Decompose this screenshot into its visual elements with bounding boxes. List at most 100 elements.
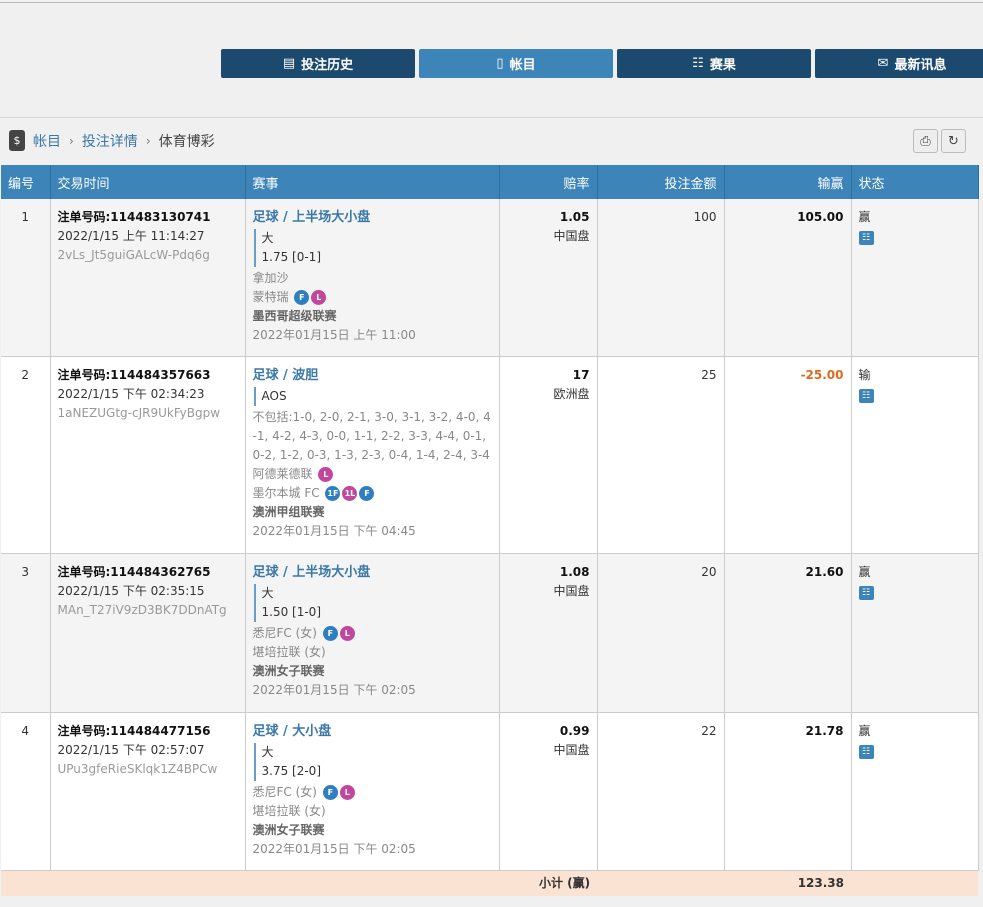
subtotal-value: 123.38 <box>724 870 851 896</box>
event-cell: 足球 / 上半场大小盘大 1.75 [0-1] 拿加沙 蒙特瑞 F L 墨西哥超级联赛 20… <box>245 199 500 357</box>
line: 3.75 [2-0] <box>261 763 322 778</box>
stake: 22 <box>597 712 725 871</box>
badge-f: F <box>322 625 338 641</box>
col-winloss: 输赢 <box>724 165 852 199</box>
tab-label: 赛果 <box>709 58 736 73</box>
table-row: 2 注单号码:114484357663 2022/1/15 下午 02:34:23… <box>1 356 979 554</box>
breadcrumb-statement[interactable]: 帐目 <box>33 133 61 150</box>
chevron-right-icon: › <box>145 133 151 148</box>
tab-news[interactable]: ✉ 最新讯息 <box>815 49 983 78</box>
detail-icon[interactable]: ☷ <box>858 744 874 759</box>
row-no: 2 <box>1 356 51 554</box>
order-id: 注单号码:114483130741 <box>57 210 211 224</box>
team-name: 墨尔本城 FC <box>252 485 320 500</box>
row-no: 3 <box>1 553 51 713</box>
league: 澳洲女子联赛 <box>252 822 325 837</box>
stake: 100 <box>597 199 725 357</box>
order-id: 注单号码:114484477156 <box>57 723 211 738</box>
betslip-icon: ▤ <box>282 56 296 71</box>
exclusions: 不包括:1-0, 2-0, 2-1, 3-0, 3-1, 3-2, 4-0, 4… <box>252 409 491 462</box>
col-status: 状态 <box>851 165 979 199</box>
line: 1.75 [0-1] <box>261 250 322 264</box>
league: 澳洲甲组联赛 <box>252 504 325 519</box>
status: 输 <box>858 367 871 382</box>
badge-l: L <box>339 625 355 641</box>
pick: 大 <box>261 744 274 759</box>
odds-type: 中国盘 <box>553 742 590 757</box>
subtotal-label: 小计 (赢) <box>499 870 724 896</box>
odds-cell: 0.99 中国盘 <box>499 712 598 871</box>
team-name: 悉尼FC (女) <box>252 625 317 640</box>
sport-market[interactable]: 足球 / 上半场大小盘 <box>252 210 371 225</box>
order-id: 注单号码:114484357663 <box>57 367 211 382</box>
table-row: 1 注单号码:114483130741 2022/1/15 上午 11:14:27… <box>1 199 979 357</box>
status: 赢 <box>858 564 871 579</box>
winloss: 21.60 <box>724 553 852 713</box>
dollar-icon: $ <box>9 130 25 151</box>
odds-cell: 1.05 中国盘 <box>499 199 598 357</box>
subtotal-row: 小计 (赢) 123.38 <box>1 870 978 896</box>
sport-market[interactable]: 足球 / 上半场大小盘 <box>252 564 371 580</box>
badge-l: L <box>318 466 334 482</box>
statement-icon: ▯ <box>496 56 504 71</box>
selection: AOS <box>253 386 492 406</box>
refresh-button[interactable]: ↻ <box>941 129 966 153</box>
odds: 1.05 <box>559 210 590 224</box>
badge-l: L <box>339 784 355 800</box>
trans-time: 2022/1/15 上午 11:14:27 <box>57 229 205 243</box>
stake: 25 <box>597 356 725 554</box>
status-cell: 赢 ☷ <box>851 553 979 713</box>
result: -25.00 <box>800 367 844 382</box>
team-name: 悉尼FC (女) <box>252 784 317 799</box>
selection: 大 1.75 [0-1] <box>253 229 492 267</box>
table-row: 4 注单号码:114484477156 2022/1/15 下午 02:57:07… <box>1 712 979 871</box>
trans-time: 2022/1/15 下午 02:35:15 <box>57 583 205 598</box>
time-cell: 注单号码:114484357663 2022/1/15 下午 02:34:23 1a… <box>50 356 246 554</box>
detail-icon[interactable]: ☷ <box>858 585 874 600</box>
away-team: 墨尔本城 FC 1F 1L F <box>253 484 492 503</box>
result: 21.60 <box>805 564 844 579</box>
row-no: 4 <box>1 712 51 871</box>
tab-statement[interactable]: ▯ 帐目 <box>419 49 613 78</box>
tab-bet-history[interactable]: ▤ 投注历史 <box>221 49 415 78</box>
odds: 0.99 <box>559 723 590 738</box>
detail-icon[interactable]: ☷ <box>858 231 874 245</box>
odds-type: 欧洲盘 <box>553 386 590 401</box>
pick: 大 <box>261 585 274 600</box>
time-cell: 注单号码:114484477156 2022/1/15 下午 02:57:07 UP… <box>50 712 246 871</box>
col-stake: 投注金额 <box>597 165 725 199</box>
col-event: 赛事 <box>245 165 500 199</box>
result: 105.00 <box>797 210 844 224</box>
sport-market[interactable]: 足球 / 大小盘 <box>252 723 332 739</box>
match-time: 2022年01月15日 下午 02:05 <box>252 841 416 856</box>
col-no: 编号 <box>1 165 51 199</box>
match-time: 2022年01月15日 下午 04:45 <box>252 523 416 538</box>
breadcrumb: $ 帐目 › 投注详情 › 体育博彩 <box>9 130 215 151</box>
sport-market[interactable]: 足球 / 波胆 <box>252 367 319 383</box>
time-cell: 注单号码:114483130741 2022/1/15 上午 11:14:27 2v… <box>50 199 246 357</box>
odds: 1.08 <box>559 564 590 579</box>
league: 澳洲女子联赛 <box>252 663 325 678</box>
chevron-right-icon: › <box>69 133 74 148</box>
stake: 20 <box>597 553 725 713</box>
trans-time: 2022/1/15 下午 02:34:23 <box>57 386 205 401</box>
selection: 大 3.75 [2-0] <box>253 742 492 781</box>
breadcrumb-bet-details[interactable]: 投注详情 <box>81 133 138 150</box>
tab-label: 最新讯息 <box>894 58 947 73</box>
status-cell: 赢 ☷ <box>851 712 979 871</box>
print-button[interactable]: ⎙ <box>913 129 938 153</box>
odds-type: 中国盘 <box>553 583 590 598</box>
line: 1.50 [1-0] <box>261 604 322 619</box>
pick: 大 <box>261 231 274 245</box>
match-time: 2022年01月15日 上午 11:00 <box>252 328 416 342</box>
ref-code: UPu3gfeRieSKlqk1Z4BPCw <box>57 761 218 776</box>
tab-results[interactable]: ☷ 赛果 <box>617 49 811 78</box>
odds-cell: 17 欧洲盘 <box>499 356 598 554</box>
detail-icon[interactable]: ☷ <box>858 388 874 403</box>
event-cell: 足球 / 波胆 AOS 不包括:1-0, 2-0, 2-1, 3-0, 3-1, 3… <box>245 356 500 554</box>
odds-type: 中国盘 <box>553 229 590 243</box>
badge-l: L <box>311 290 327 305</box>
result: 21.78 <box>805 723 844 738</box>
status: 赢 <box>858 723 871 738</box>
